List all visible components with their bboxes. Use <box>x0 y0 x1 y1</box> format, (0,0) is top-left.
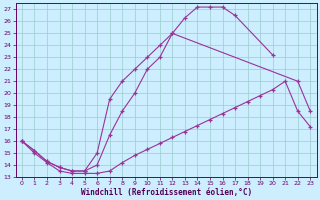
X-axis label: Windchill (Refroidissement éolien,°C): Windchill (Refroidissement éolien,°C) <box>81 188 252 197</box>
